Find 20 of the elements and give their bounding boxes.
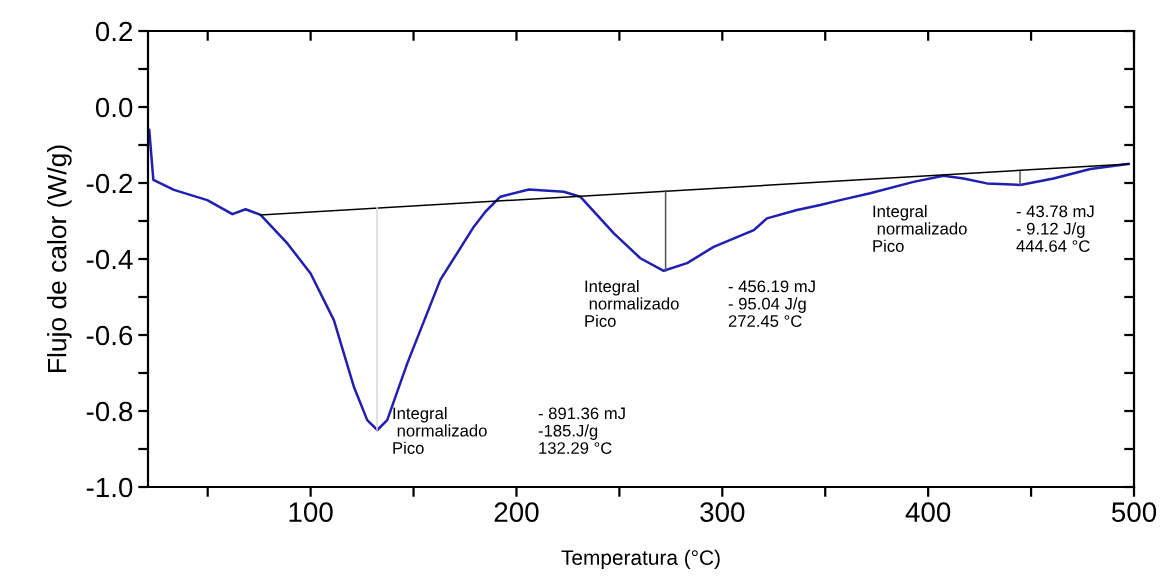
x-tick-label: 100 bbox=[289, 502, 333, 522]
annotation: Integral normalizado Pico bbox=[873, 205, 967, 252]
y-axis-title: Flujo de calor (W/g) bbox=[47, 145, 72, 372]
x-tick-label: 200 bbox=[494, 502, 539, 522]
y-tick-label: -0.2 bbox=[86, 173, 133, 194]
x-tick-label: 300 bbox=[700, 502, 745, 522]
annotation: - 43.78 mJ - 9.12 J/g 444.64 °C bbox=[1016, 205, 1094, 252]
x-tick-label: 500 bbox=[1111, 502, 1157, 522]
annotation: - 891.36 mJ -185.J/g 132.29 °C bbox=[538, 407, 625, 454]
y-tick-label: -0.4 bbox=[86, 249, 133, 270]
annotation: Integral normalizado Pico bbox=[393, 407, 487, 454]
y-tick-label: -1.0 bbox=[86, 477, 133, 498]
x-tick-label: 400 bbox=[905, 502, 951, 522]
y-tick-label: -0.8 bbox=[86, 401, 133, 422]
annotation: - 456.19 mJ - 95.04 J/g 272.45 °C bbox=[728, 280, 815, 327]
annotation: Integral normalizado Pico bbox=[585, 280, 679, 327]
x-axis-title: Temperatura (°C) bbox=[561, 549, 720, 570]
y-tick-label: 0.2 bbox=[95, 21, 133, 42]
y-tick-label: 0.0 bbox=[95, 97, 133, 118]
y-tick-label: -0.6 bbox=[86, 325, 133, 346]
